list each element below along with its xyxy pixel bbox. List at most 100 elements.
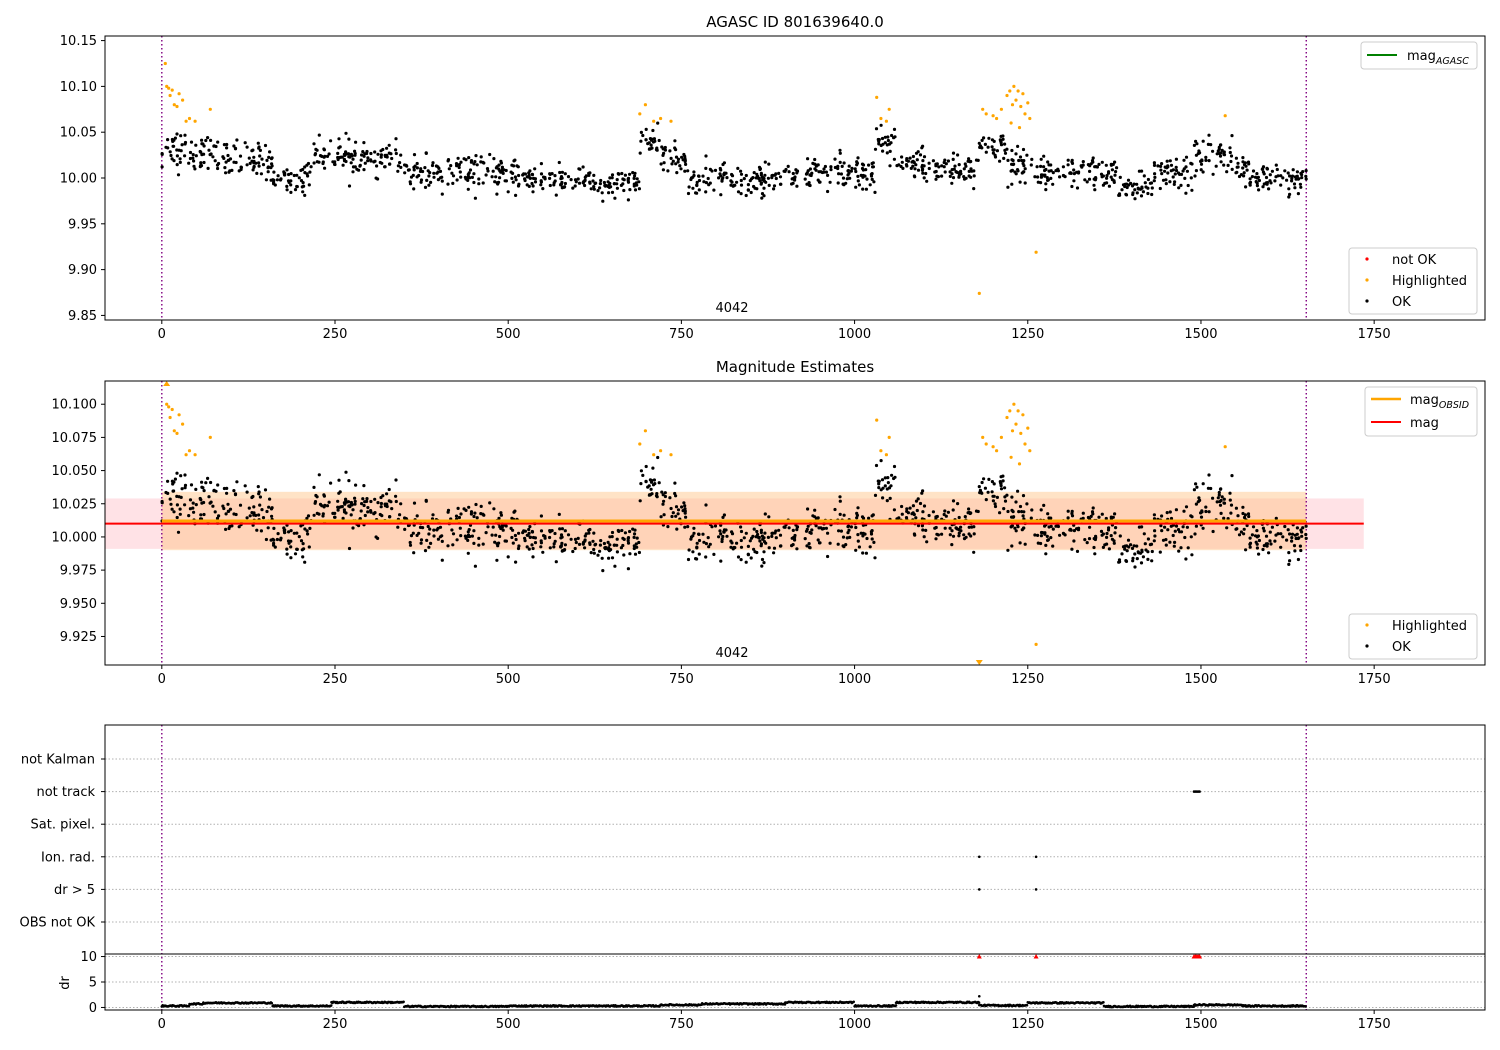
ok-point	[829, 165, 833, 169]
ok-point	[982, 477, 986, 481]
ok-point	[772, 184, 777, 188]
ok-point	[883, 484, 887, 488]
ok-point	[777, 171, 781, 175]
agasc-mag-panel: AGASC ID 801639640.0 0 250 500 750 1000 1250 1…	[60, 13, 1486, 342]
ok-point	[1279, 183, 1283, 187]
ok-point	[385, 146, 389, 150]
ok-point	[369, 151, 373, 156]
ok-point	[1255, 176, 1259, 180]
ok-point	[528, 535, 532, 540]
ok-point	[686, 169, 690, 173]
ok-point	[1099, 529, 1104, 534]
highlighted-point	[1016, 409, 1020, 413]
ok-point	[1091, 506, 1095, 510]
ok-point	[279, 536, 283, 540]
ok-point	[1146, 550, 1150, 554]
ok-point	[816, 163, 820, 167]
ok-point	[1174, 508, 1178, 512]
ok-point	[721, 515, 725, 520]
ok-point	[876, 137, 880, 142]
ok-point	[1274, 516, 1278, 520]
ok-point	[969, 167, 973, 171]
ok-point	[1250, 533, 1254, 537]
ok-point	[200, 485, 204, 489]
y-tick-label: 9.950	[60, 597, 97, 612]
ok-point	[389, 500, 393, 504]
ok-point	[1002, 507, 1006, 511]
ok-point	[1206, 142, 1210, 146]
ok-point	[511, 180, 515, 184]
ok-point	[222, 486, 226, 491]
ok-point	[286, 539, 291, 543]
ok-point	[1297, 536, 1301, 540]
ok-point	[252, 161, 256, 165]
highlighted-point	[887, 435, 891, 439]
ok-point	[469, 510, 474, 514]
ok-point	[245, 490, 249, 494]
ok-point	[868, 545, 872, 549]
ok-point	[272, 180, 276, 184]
ok-point	[1168, 180, 1172, 184]
ok-point	[911, 154, 916, 159]
ok-point	[1286, 528, 1290, 532]
ok-point	[539, 529, 544, 533]
ok-point	[202, 500, 206, 505]
ok-point	[1184, 191, 1188, 195]
ok-point	[1226, 163, 1230, 167]
highlighted-point	[669, 119, 673, 123]
ok-point	[626, 539, 630, 543]
ok-point	[1285, 178, 1289, 182]
ok-point	[289, 172, 293, 176]
ok-point	[199, 513, 203, 517]
ok-point	[329, 481, 333, 485]
ok-point	[1006, 158, 1010, 162]
x-tick-label: 500	[496, 672, 521, 687]
ok-point	[1199, 162, 1204, 166]
x-tick-label: 0	[158, 1017, 166, 1032]
ok-point	[1219, 151, 1223, 155]
ok-point	[1186, 546, 1190, 550]
ok-point	[239, 165, 243, 170]
ok-point	[691, 550, 695, 554]
ok-point	[697, 174, 701, 178]
ok-point	[1190, 515, 1194, 519]
ok-point	[428, 171, 432, 175]
ok-point	[1290, 539, 1294, 543]
ok-point	[984, 498, 988, 502]
ok-point	[260, 157, 264, 161]
legend-label-mag-obsid: magOBSID	[1410, 393, 1469, 411]
ok-point	[779, 182, 783, 186]
ok-point	[207, 495, 211, 499]
ok-point	[539, 545, 543, 549]
panel2-line-legend: magOBSID mag	[1364, 386, 1478, 437]
ok-point	[1076, 171, 1081, 175]
ok-point	[697, 532, 701, 537]
ok-point	[1169, 516, 1174, 521]
ok-point	[877, 142, 881, 146]
ok-point	[510, 528, 515, 532]
ok-point	[1264, 542, 1268, 546]
ok-point	[394, 494, 398, 498]
ok-point	[764, 541, 768, 545]
ok-point	[816, 538, 820, 542]
ok-point	[1288, 532, 1292, 536]
ok-point	[1006, 185, 1010, 189]
ok-point	[411, 531, 415, 535]
ok-point	[351, 157, 355, 161]
ok-point	[199, 164, 203, 168]
ok-point	[419, 538, 424, 542]
flag-row-label: OBS not OK	[20, 916, 96, 931]
ok-point	[1011, 510, 1015, 514]
ok-point	[758, 167, 762, 172]
ok-point	[717, 176, 721, 180]
legend-label-highlighted: Highlighted	[1392, 274, 1467, 289]
ok-point	[466, 176, 470, 180]
ok-point	[1092, 183, 1096, 187]
ok-point	[336, 508, 340, 512]
ok-point	[1189, 535, 1193, 539]
ok-point	[966, 511, 970, 515]
flag-row-label: not Kalman	[21, 753, 95, 768]
ok-point	[191, 156, 195, 160]
ok-point	[1207, 510, 1211, 514]
